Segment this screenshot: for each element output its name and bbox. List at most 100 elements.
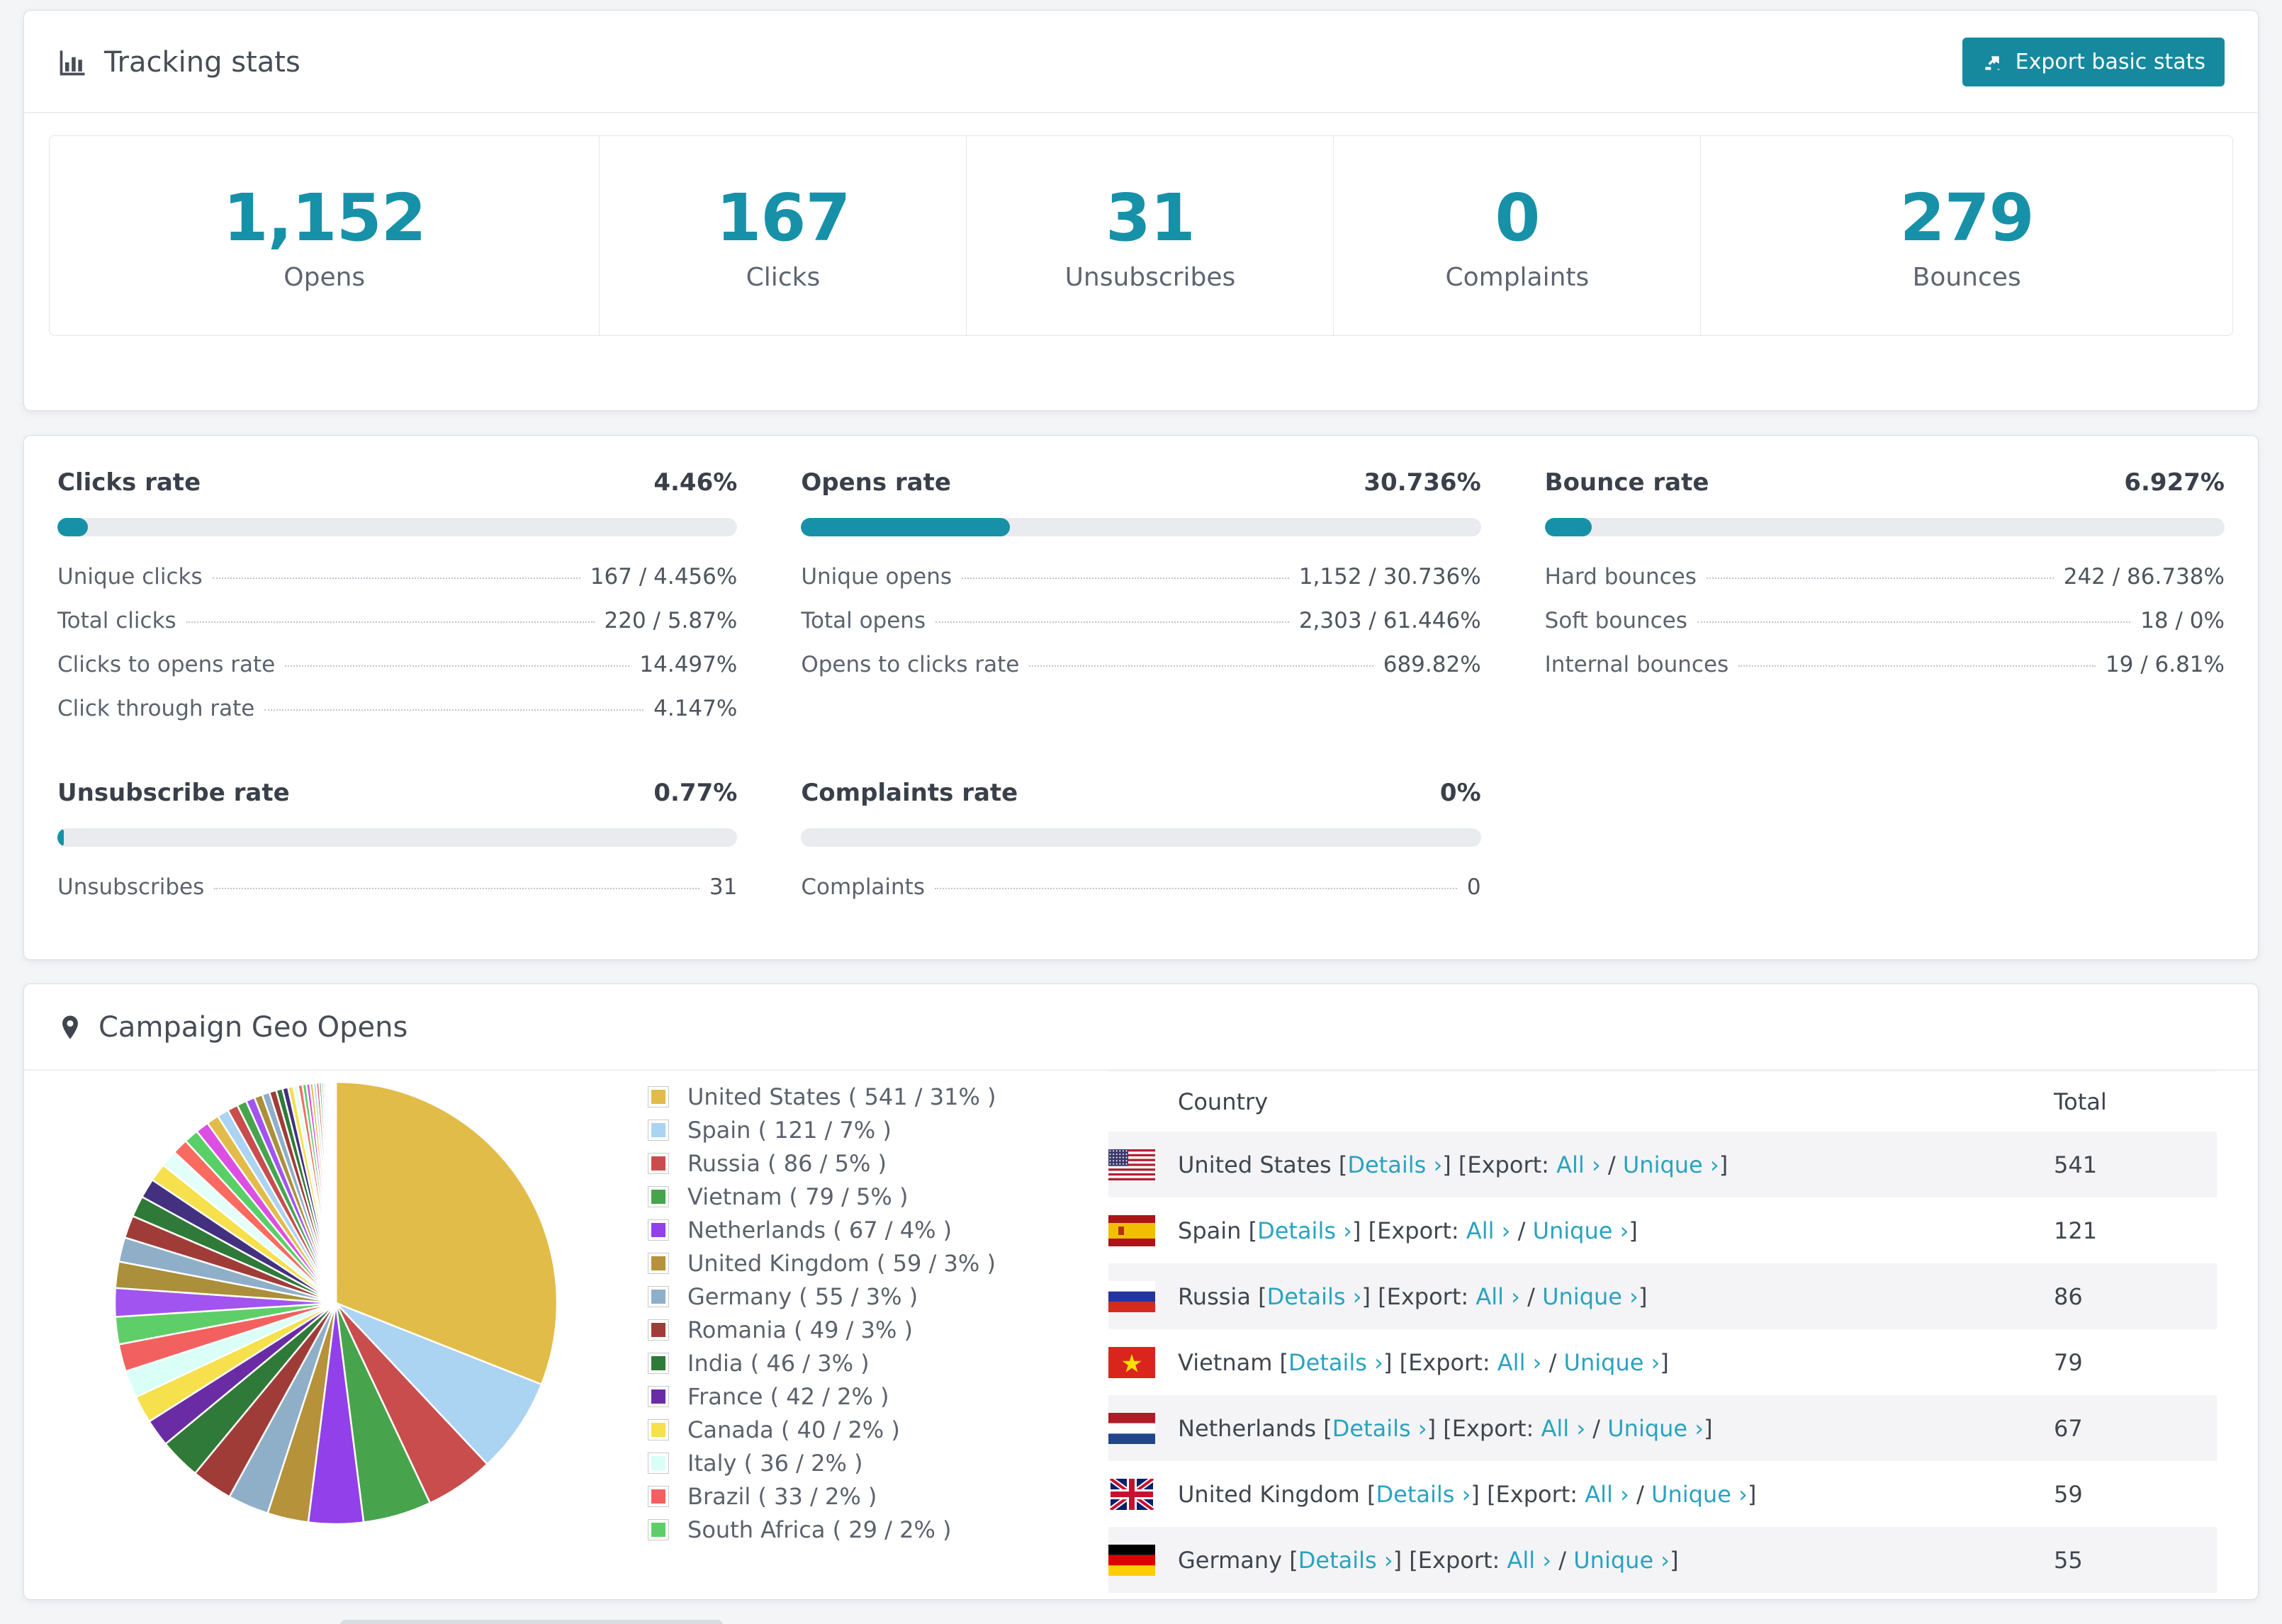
country-links: Spain [Details ›] [Export: All › / Uniqu… xyxy=(1178,1217,1638,1244)
campaign-geo-opens-card: Campaign Geo Opens United States ( 541 /… xyxy=(23,983,2259,1600)
legend-label: South Africa ( 29 / 2% ) xyxy=(687,1516,952,1543)
rate-rows: Unique opens 1,152 / 30.736% Total opens 2,… xyxy=(801,555,1480,687)
stat-value: 0 xyxy=(1495,179,1540,256)
legend-item-germany: Germany ( 55 / 3% ) xyxy=(648,1283,1087,1310)
legend-swatch xyxy=(648,1186,669,1207)
rate-row-value: 220 / 5.87% xyxy=(604,608,738,633)
details-link[interactable]: Details › xyxy=(1298,1546,1393,1574)
export-unique-link[interactable]: Unique › xyxy=(1607,1414,1704,1442)
total-cell: 541 xyxy=(2054,1151,2098,1178)
export-all-link[interactable]: All › xyxy=(1476,1282,1520,1310)
rate-row-label: Soft bounces xyxy=(1544,608,1687,633)
legend-item-france: France ( 42 / 2% ) xyxy=(648,1383,1087,1410)
rates-card: Clicks rate 4.46% Unique clicks 167 / 4.456… xyxy=(23,435,2259,960)
rate-row-value: 1,152 / 30.736% xyxy=(1298,564,1481,590)
total-cell: 86 xyxy=(2054,1282,2083,1310)
legend-label: France ( 42 / 2% ) xyxy=(687,1383,889,1410)
legend-item-netherlands: Netherlands ( 67 / 4% ) xyxy=(648,1217,1087,1244)
details-link[interactable]: Details › xyxy=(1332,1414,1427,1442)
rate-row: Internal bounces 19 / 6.81% xyxy=(1545,643,2225,687)
export-all-link[interactable]: All › xyxy=(1556,1151,1601,1178)
details-link[interactable]: Details › xyxy=(1347,1151,1443,1178)
rate-row-value: 242 / 86.738% xyxy=(2063,564,2225,590)
progress-bar-fill xyxy=(801,518,1011,536)
table-row-gb: United Kingdom [Details ›] [Export: All … xyxy=(1108,1461,2217,1527)
rate-row: Unique clicks 167 / 4.456% xyxy=(57,555,737,599)
table-row-ru: Russia [Details ›] [Export: All › / Uniq… xyxy=(1108,1263,2217,1329)
details-link[interactable]: Details › xyxy=(1376,1480,1471,1508)
geo-body: United States ( 541 / 31% ) Spain ( 121 /… xyxy=(24,1071,2258,1593)
country-cell: Netherlands [Details ›] [Export: All › /… xyxy=(1108,1412,2054,1444)
stat-label: Unsubscribes xyxy=(1064,262,1236,292)
horizontal-scrollbar-thumb[interactable] xyxy=(340,1620,723,1624)
export-basic-stats-button[interactable]: Export basic stats xyxy=(1962,38,2225,86)
export-unique-link[interactable]: Unique › xyxy=(1622,1151,1719,1178)
pie-slice[interactable] xyxy=(335,1081,558,1386)
export-unique-link[interactable]: Unique › xyxy=(1532,1217,1629,1244)
legend-item-vietnam: Vietnam ( 79 / 5% ) xyxy=(648,1183,1087,1210)
tracking-stats-card: Tracking stats Export basic stats 1,152 O… xyxy=(23,10,2259,411)
pie-slice[interactable] xyxy=(334,1081,337,1304)
legend-label: Germany ( 55 / 3% ) xyxy=(687,1283,918,1310)
export-all-link[interactable]: All › xyxy=(1507,1546,1552,1574)
legend-item-south-africa: South Africa ( 29 / 2% ) xyxy=(648,1516,1087,1543)
export-all-link[interactable]: All › xyxy=(1585,1480,1629,1508)
stat-box-clicks: 167 Clicks xyxy=(600,136,967,335)
rate-row-label: Hard bounces xyxy=(1544,564,1697,590)
export-all-link[interactable]: All › xyxy=(1497,1348,1542,1376)
rate-row-label: Internal bounces xyxy=(1544,652,1729,677)
rate-row-label: Unsubscribes xyxy=(57,874,205,900)
rate-row-label: Complaints xyxy=(801,874,925,900)
rate-row-value: 4.147% xyxy=(653,696,738,721)
total-cell: 67 xyxy=(2054,1414,2083,1442)
total-cell: 121 xyxy=(2054,1217,2098,1244)
export-all-link[interactable]: All › xyxy=(1541,1414,1586,1442)
details-link[interactable]: Details › xyxy=(1257,1217,1352,1244)
export-unique-link[interactable]: Unique › xyxy=(1563,1348,1660,1376)
export-unique-link[interactable]: Unique › xyxy=(1651,1480,1748,1508)
legend-label: Canada ( 40 / 2% ) xyxy=(687,1416,900,1443)
page-title: Tracking stats xyxy=(104,45,300,79)
pie-slice[interactable] xyxy=(335,1302,543,1466)
dotted-leader xyxy=(1697,621,2131,623)
country-links: Germany [Details ›] [Export: All › / Uni… xyxy=(1178,1546,1679,1574)
country-links: Netherlands [Details ›] [Export: All › /… xyxy=(1178,1414,1713,1442)
legend-label: Netherlands ( 67 / 4% ) xyxy=(687,1217,952,1244)
country-cell: Germany [Details ›] [Export: All › / Uni… xyxy=(1108,1544,2054,1576)
legend-label: Brazil ( 33 / 2% ) xyxy=(687,1483,877,1510)
country-links: United States [Details ›] [Export: All ›… xyxy=(1178,1151,1729,1178)
rate-row: Total opens 2,303 / 61.446% xyxy=(801,599,1480,643)
legend-label: Italy ( 36 / 2% ) xyxy=(687,1450,863,1477)
rate-row-value: 689.82% xyxy=(1383,652,1481,677)
geo-title-row: Campaign Geo Opens xyxy=(57,1011,408,1044)
geo-table: Country Total United States [Details ›] … xyxy=(1108,1071,2217,1593)
legend-swatch xyxy=(648,1286,669,1307)
rate-section-bounce-rate: Bounce rate 6.927% Hard bounces 242 / 86.73… xyxy=(1544,468,2225,731)
total-cell: 55 xyxy=(2054,1546,2083,1574)
dotted-leader xyxy=(285,665,630,667)
stat-box-complaints: 0 Complaints xyxy=(1334,136,1702,335)
rate-section-head: Complaints rate 0% xyxy=(801,779,1480,807)
rate-section-value: 0.77% xyxy=(653,779,738,807)
export-unique-link[interactable]: Unique › xyxy=(1573,1546,1670,1574)
stats-summary-row: 1,152 Opens 167 Clicks 31 Unsubscribes 0 Compla… xyxy=(49,135,2233,336)
flag-vn xyxy=(1108,1346,1155,1378)
country-cell: United Kingdom [Details ›] [Export: All … xyxy=(1108,1478,2054,1510)
stat-box-bounces: 279 Bounces xyxy=(1701,136,2232,335)
dotted-leader xyxy=(1029,665,1373,667)
legend-swatch xyxy=(648,1153,669,1174)
legend-label: Spain ( 121 / 7% ) xyxy=(687,1117,892,1144)
details-link[interactable]: Details › xyxy=(1288,1348,1383,1376)
legend-swatch xyxy=(648,1486,669,1507)
rate-row: Clicks to opens rate 14.497% xyxy=(57,643,737,687)
stat-value: 167 xyxy=(716,179,850,256)
flag-de xyxy=(1108,1544,1155,1576)
details-link[interactable]: Details › xyxy=(1266,1282,1362,1310)
export-all-link[interactable]: All › xyxy=(1466,1217,1511,1244)
rate-row-value: 19 / 6.81% xyxy=(2105,652,2225,677)
legend-label: Romania ( 49 / 3% ) xyxy=(687,1316,914,1343)
legend-swatch xyxy=(648,1120,669,1141)
export-unique-link[interactable]: Unique › xyxy=(1542,1282,1639,1310)
rate-row: Opens to clicks rate 689.82% xyxy=(801,643,1480,687)
table-row-es: Spain [Details ›] [Export: All › / Uniqu… xyxy=(1108,1197,2217,1263)
